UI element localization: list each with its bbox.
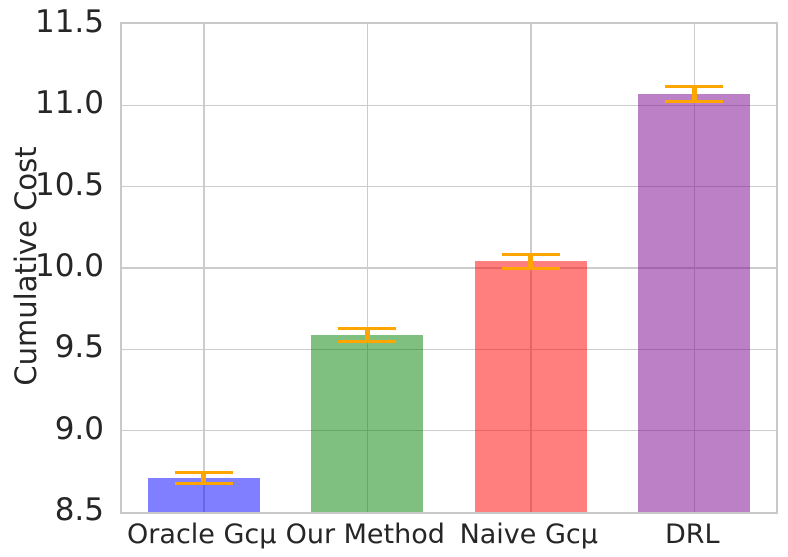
x-tick-label: Our Method	[285, 519, 445, 550]
gridline-vertical	[366, 24, 368, 512]
x-tick-label: DRL	[664, 519, 720, 550]
y-tick-label: 11.0	[34, 85, 104, 122]
error-bar-cap	[501, 266, 560, 270]
y-tick-label: 9.0	[54, 410, 104, 447]
y-tick-label: 9.5	[54, 329, 104, 366]
gridline-horizontal	[122, 267, 776, 269]
error-bar-cap	[174, 470, 233, 474]
error-bar-cap	[501, 253, 560, 257]
gridline-horizontal	[122, 185, 776, 188]
gridline-horizontal	[122, 429, 776, 432]
bar-2	[311, 334, 424, 512]
y-tick-label: 8.5	[54, 492, 104, 528]
y-tick-label: 11.5	[34, 4, 104, 40]
error-bar-cap	[338, 326, 397, 330]
x-tick-label: Naive Gcμ	[459, 519, 598, 550]
error-bar-line	[201, 472, 207, 484]
x-tick-label: Oracle Gcμ	[127, 519, 277, 550]
plot-area	[120, 22, 778, 514]
error-bar-cap	[174, 482, 233, 486]
bar-4	[638, 93, 751, 512]
error-bar-cap	[665, 85, 724, 89]
error-bar-cap	[665, 99, 724, 103]
error-bar-line	[528, 254, 534, 268]
gridline-horizontal	[122, 104, 776, 107]
gridline-horizontal	[122, 348, 776, 351]
error-bar-line	[691, 86, 697, 102]
bar-3	[474, 261, 587, 512]
y-tick-label: 10.0	[34, 248, 104, 284]
error-bar-line	[364, 328, 370, 342]
y-tick-label: 10.5	[34, 166, 104, 203]
error-bar-cap	[338, 339, 397, 343]
gridline-vertical	[203, 24, 205, 512]
